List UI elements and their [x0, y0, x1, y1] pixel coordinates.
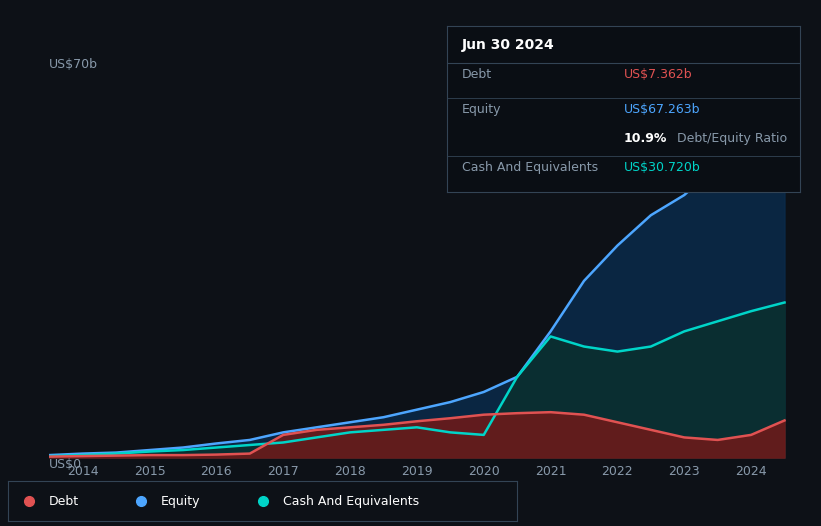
Text: Jun 30 2024: Jun 30 2024 — [461, 38, 554, 52]
Text: US$0: US$0 — [49, 458, 82, 471]
Text: Equity: Equity — [461, 103, 501, 116]
Text: Debt/Equity Ratio: Debt/Equity Ratio — [672, 133, 787, 145]
Text: Equity: Equity — [161, 494, 200, 508]
Text: US$70b: US$70b — [49, 58, 99, 72]
Text: US$30.720b: US$30.720b — [624, 160, 700, 174]
Text: Debt: Debt — [49, 494, 79, 508]
Text: US$7.362b: US$7.362b — [624, 68, 693, 80]
Text: US$67.263b: US$67.263b — [624, 103, 700, 116]
Text: Cash And Equivalents: Cash And Equivalents — [461, 160, 598, 174]
Text: Cash And Equivalents: Cash And Equivalents — [283, 494, 420, 508]
Text: 10.9%: 10.9% — [624, 133, 667, 145]
Text: Debt: Debt — [461, 68, 492, 80]
